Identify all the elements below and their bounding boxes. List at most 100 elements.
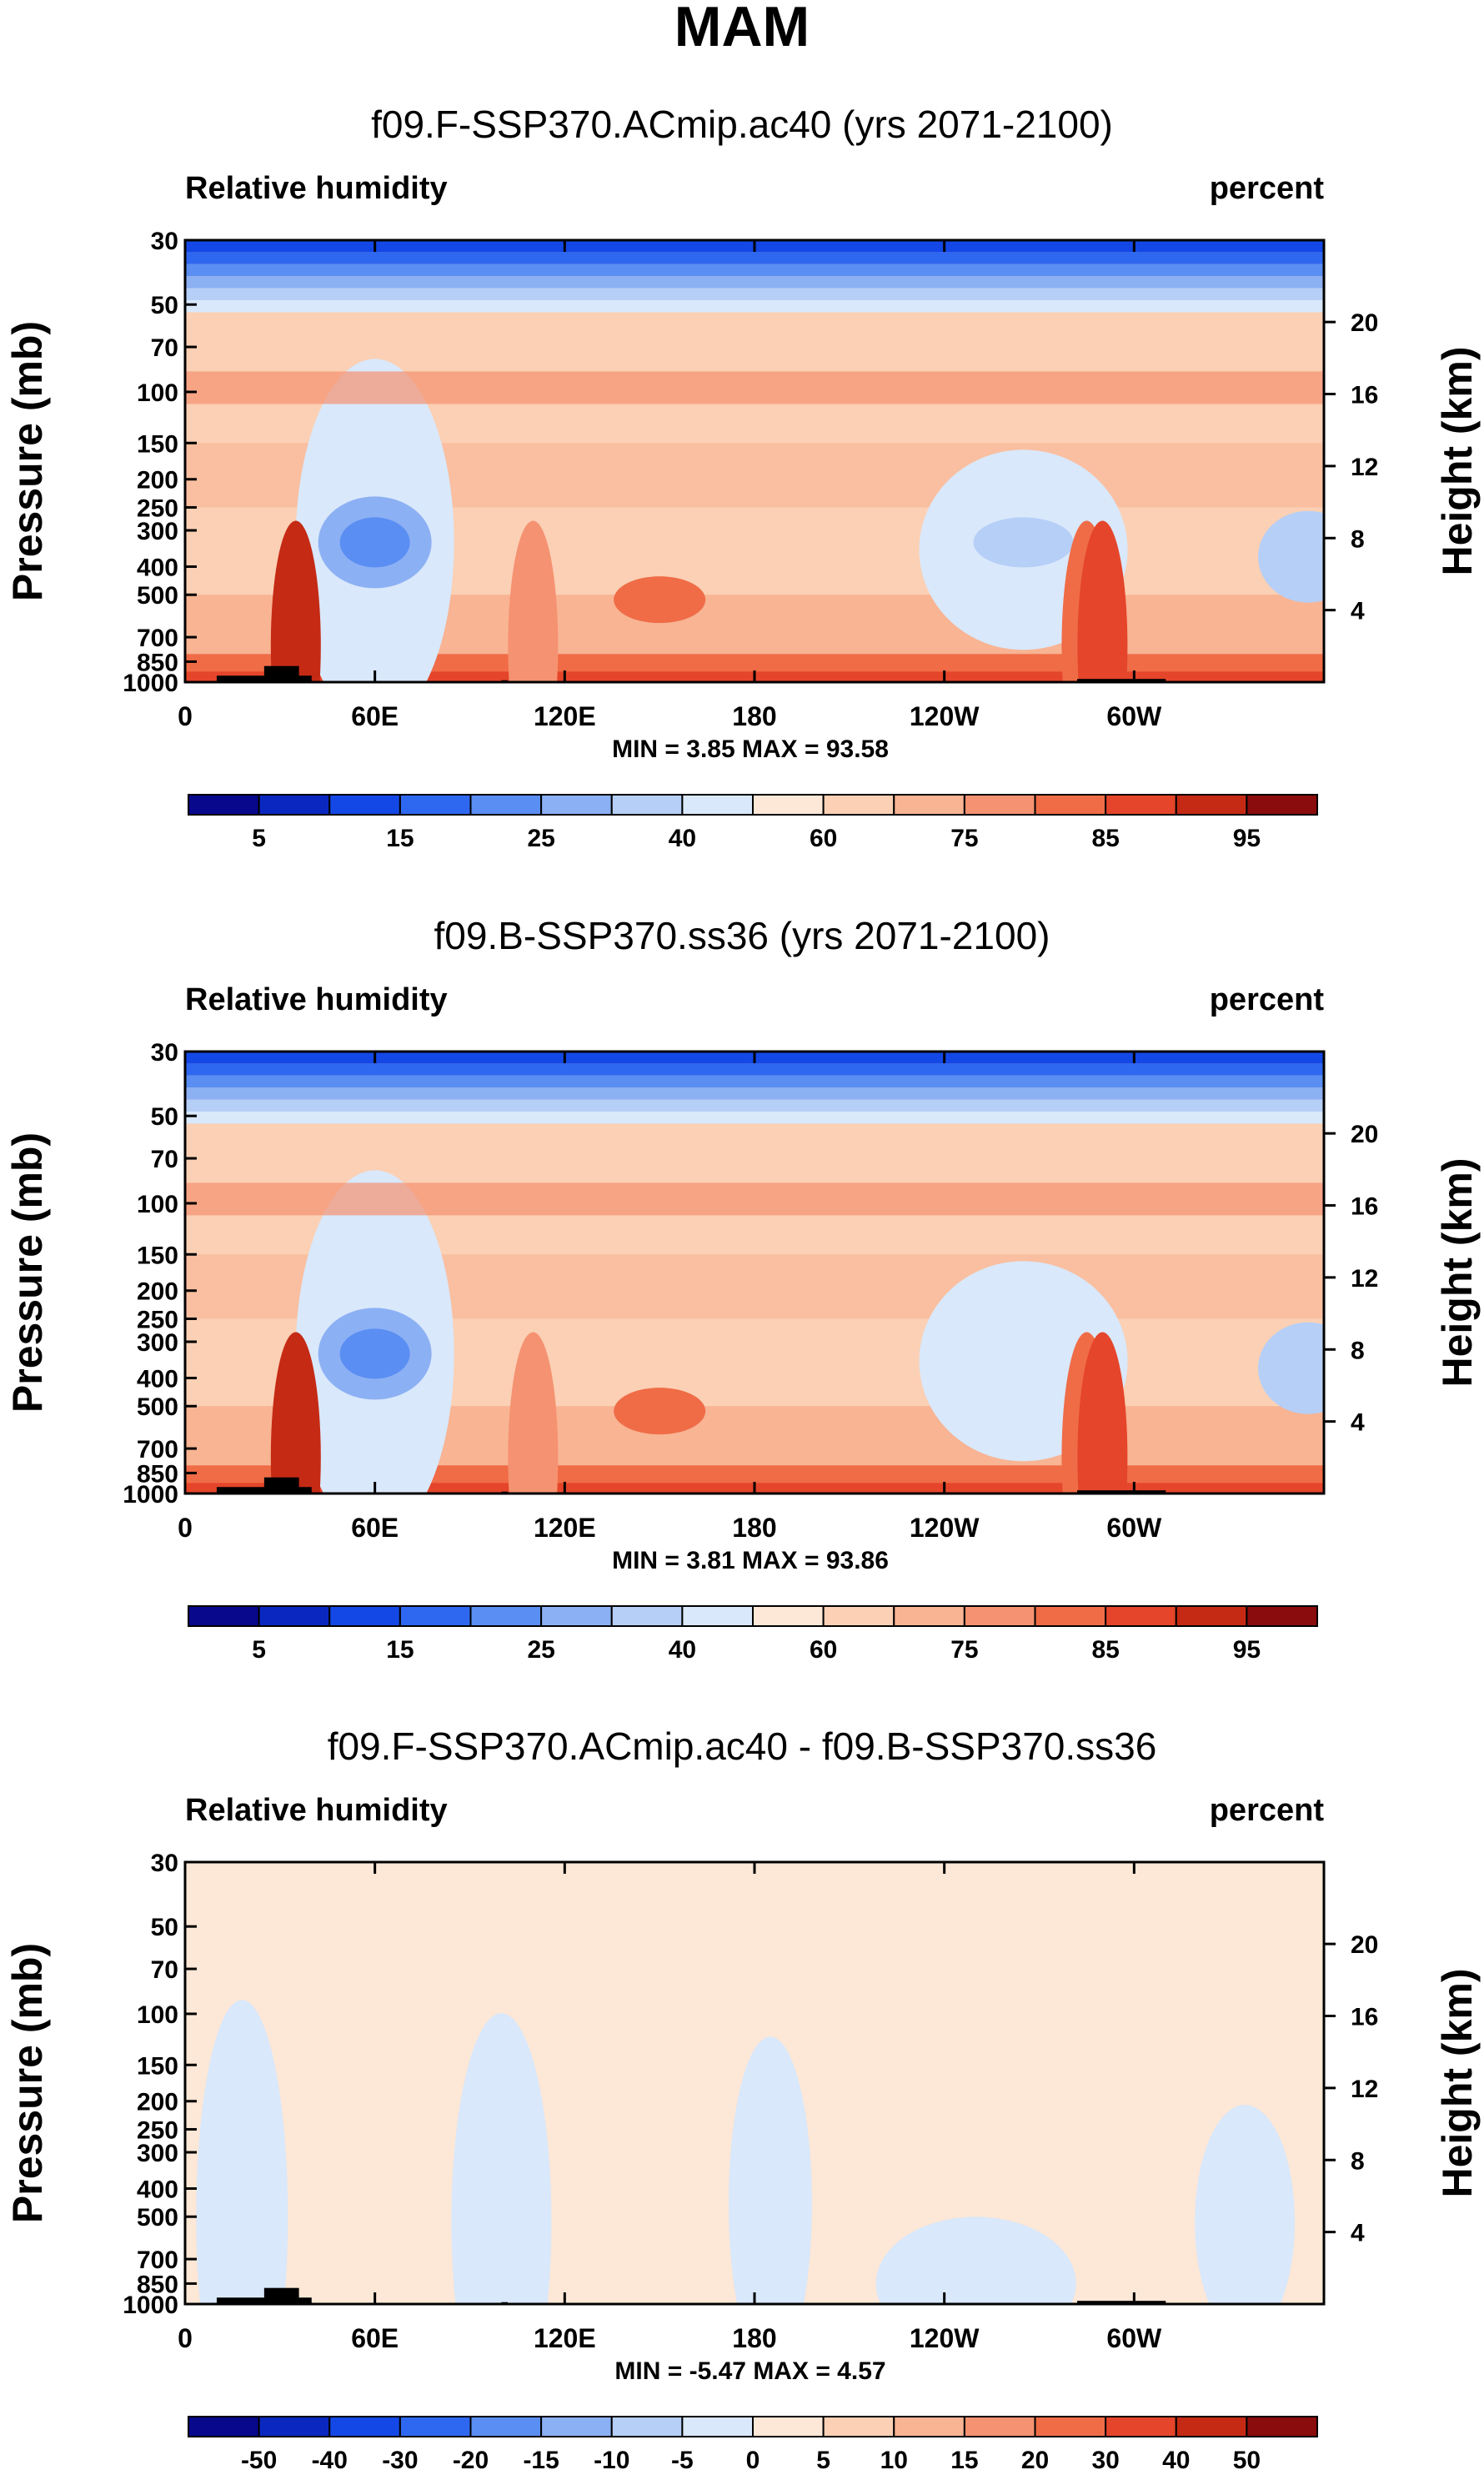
y-axis-label-right: Height (km) <box>1434 1158 1481 1388</box>
x-tick-label: 0 <box>178 1513 193 1543</box>
colorbar-label: 50 <box>1233 2447 1261 2474</box>
colorbar-label: 40 <box>669 1636 696 1664</box>
colorbar-box <box>681 1605 754 1627</box>
height-tick-label: 8 <box>1351 2147 1365 2175</box>
y-tick-label: 250 <box>137 1306 178 1333</box>
colorbar-box <box>752 2416 825 2437</box>
height-tick-label: 20 <box>1351 309 1378 337</box>
colorbar-label: -40 <box>312 2447 348 2474</box>
moist-column <box>270 1332 321 1494</box>
colorbar-box <box>1175 2416 1248 2437</box>
contour-field <box>185 240 1324 682</box>
panel-title: f09.F-SSP370.ACmip.ac40 - f09.B-SSP370.s… <box>328 1724 1157 1768</box>
right-string: percent <box>1210 171 1325 206</box>
x-tick-label: 60W <box>1106 2323 1162 2353</box>
height-tick-label: 4 <box>1351 598 1365 625</box>
colorbar-box <box>540 1605 613 1627</box>
y-tick-label: 1000 <box>123 2292 178 2319</box>
colorbar-label: 20 <box>1021 2447 1049 2474</box>
contour-field <box>185 1052 1324 1494</box>
y-tick-label: 500 <box>137 1393 178 1421</box>
min-max-label: MIN = -5.47 MAX = 4.57 <box>614 2357 885 2385</box>
y-tick-label: 100 <box>137 2001 178 2029</box>
colorbar-label: 85 <box>1091 825 1119 852</box>
y-tick-label: 30 <box>151 228 178 255</box>
y-tick-label: 500 <box>137 2204 178 2231</box>
colorbar-box <box>963 794 1036 816</box>
colorbar-label: 40 <box>669 825 696 852</box>
colorbar-box <box>752 794 825 816</box>
colorbar-box <box>258 794 331 816</box>
colorbar-label: 30 <box>1091 2447 1119 2474</box>
colorbar-label: 15 <box>386 1636 414 1664</box>
strat-band <box>185 1087 1324 1100</box>
colorbar-box <box>1034 1605 1107 1627</box>
colorbar-box <box>258 2416 331 2437</box>
strat-band <box>185 1112 1324 1124</box>
colorbar-box <box>752 1605 825 1627</box>
panel-3: f09.F-SSP370.ACmip.ac40 - f09.B-SSP370.s… <box>4 1724 1481 2474</box>
y-tick-label: 200 <box>137 467 178 494</box>
left-string: Relative humidity <box>185 171 448 206</box>
x-tick-label: 120E <box>534 1513 596 1543</box>
strat-band <box>185 252 1324 264</box>
colorbar-label: -30 <box>382 2447 418 2474</box>
y-tick-label: 150 <box>137 1242 178 1269</box>
height-tick-label: 12 <box>1351 2076 1378 2103</box>
colorbar-label: 5 <box>252 825 266 852</box>
x-tick-label: 60E <box>351 701 399 731</box>
min-max-label: MIN = 3.85 MAX = 93.58 <box>612 735 889 763</box>
colorbar-box <box>258 1605 331 1627</box>
height-tick-label: 16 <box>1351 382 1378 409</box>
x-tick-label: 60W <box>1106 701 1162 731</box>
y-tick-label: 150 <box>137 2052 178 2080</box>
height-tick-label: 16 <box>1351 2004 1378 2031</box>
colorbar-box <box>328 794 401 816</box>
min-max-label: MIN = 3.81 MAX = 93.86 <box>612 1547 889 1574</box>
colorbar-box <box>1246 1605 1318 1627</box>
dry-region <box>1258 1322 1324 1414</box>
contour-field <box>185 1862 1324 2304</box>
colorbar-label: 5 <box>816 2447 830 2474</box>
topography <box>1077 2301 1166 2304</box>
x-tick-label: 180 <box>732 2323 776 2353</box>
y-tick-label: 400 <box>137 1366 178 1393</box>
left-string: Relative humidity <box>185 982 448 1017</box>
colorbar-box <box>963 2416 1036 2437</box>
strat-band <box>185 288 1324 301</box>
x-tick-label: 120W <box>910 701 980 731</box>
colorbar-box <box>1034 794 1107 816</box>
y-tick-label: 200 <box>137 1278 178 1306</box>
colorbar-box <box>399 794 472 816</box>
negative-region <box>728 2036 812 2304</box>
colorbar-box <box>681 794 754 816</box>
y-tick-label: 250 <box>137 2116 178 2144</box>
colorbar-label: 95 <box>1233 1636 1261 1664</box>
panel-2: f09.B-SSP370.ss36 (yrs 2071-2100) Relativ… <box>4 914 1481 1664</box>
y-axis-label-right: Height (km) <box>1434 347 1481 576</box>
colorbar-label: 25 <box>527 1636 554 1664</box>
strat-band <box>185 1099 1324 1112</box>
x-tick-label: 120W <box>910 1513 980 1543</box>
season-title: MAM <box>674 0 810 58</box>
colorbar-label: -50 <box>241 2447 277 2474</box>
height-tick-label: 16 <box>1351 1193 1378 1221</box>
colorbar-label: -20 <box>453 2447 489 2474</box>
y-tick-label: 500 <box>137 582 178 610</box>
strat-band <box>185 1075 1324 1088</box>
negative-region <box>451 2013 552 2304</box>
panel-title: f09.F-SSP370.ACmip.ac40 (yrs 2071-2100) <box>371 103 1113 146</box>
y-tick-label: 1000 <box>123 1481 178 1509</box>
height-tick-label: 12 <box>1351 1265 1378 1293</box>
y-tick-label: 100 <box>137 379 178 407</box>
colorbar-box <box>188 1605 260 1627</box>
height-tick-label: 8 <box>1351 1337 1365 1364</box>
y-tick-label: 70 <box>151 334 178 362</box>
y-tick-label: 700 <box>137 625 178 652</box>
colorbar-box <box>188 794 260 816</box>
negative-region <box>875 2216 1076 2304</box>
y-tick-label: 100 <box>137 1191 178 1218</box>
y-tick-label: 70 <box>151 1956 178 1984</box>
colorbar-label: 40 <box>1162 2447 1190 2474</box>
colorbar-box <box>1034 2416 1107 2437</box>
